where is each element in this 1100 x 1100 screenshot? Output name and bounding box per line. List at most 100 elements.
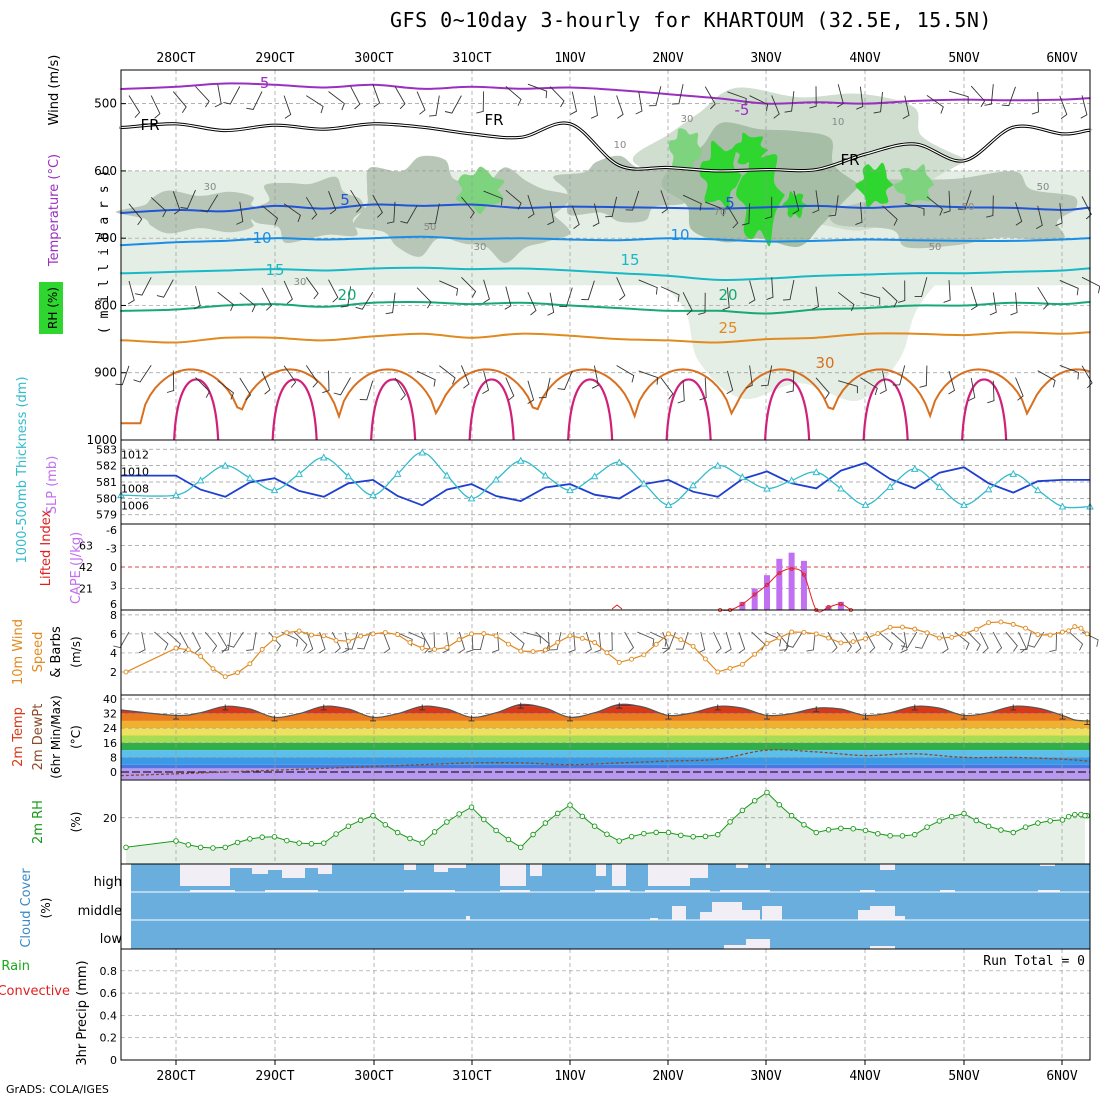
precip-tick-0.6: 0.6 — [100, 987, 118, 1000]
rh2m-marker-67 — [985, 823, 992, 829]
wind-barb-7 — [217, 631, 228, 653]
wind-barb-36 — [926, 196, 944, 216]
thickness-marker-18 — [590, 472, 599, 480]
wind-barb-54 — [806, 631, 816, 652]
pressure-tick-700: 700 — [94, 231, 117, 245]
wind-speed-marker-11 — [296, 628, 302, 634]
thickness-marker-13 — [467, 494, 476, 502]
thickness-marker-1 — [172, 491, 180, 499]
wind-barb-6 — [261, 287, 272, 311]
temp-contour-20 — [119, 300, 1092, 315]
wind-speed-marker-39 — [641, 652, 647, 658]
thickness-marker-33 — [960, 500, 968, 508]
wind-speed-marker-42 — [678, 637, 684, 643]
rh2m-marker-18 — [382, 822, 389, 828]
contour-label--5: -5 — [255, 74, 270, 92]
wind-barb-12 — [394, 377, 406, 401]
wind-speed-marker-5 — [222, 674, 228, 680]
temp-minmax-18 — [1059, 713, 1066, 720]
wind-barb-6 — [261, 205, 279, 225]
cloud-high-base-9 — [1038, 890, 1060, 892]
rh2m-marker-37 — [616, 838, 623, 844]
cloud-high-bar-12 — [596, 864, 606, 876]
wind-barb-12 — [394, 86, 406, 110]
temp-minmax-15 — [911, 704, 918, 711]
li-tick--6: -6 — [106, 524, 117, 537]
wind-barb-11 — [372, 194, 383, 218]
wind-barb-17 — [505, 377, 515, 401]
rh2m-marker-51 — [788, 812, 795, 819]
wind-barb-20 — [570, 91, 578, 115]
rh-gray-blob-2 — [249, 176, 366, 244]
rh2m-marker-60 — [899, 833, 906, 839]
wind-barb-5 — [192, 631, 202, 654]
wind-barb-15 — [461, 276, 477, 298]
thickness-marker-10 — [393, 469, 402, 477]
pressure-tick-600: 600 — [94, 164, 117, 178]
wind-barb-43 — [1081, 365, 1093, 389]
rh2m-marker-48 — [751, 798, 758, 804]
wind-barb-27 — [722, 287, 730, 311]
wind-speed-marker-25 — [469, 631, 474, 637]
wind-barb-36 — [914, 277, 928, 298]
rh-contour-label-30: 30 — [294, 277, 307, 288]
rh2m-marker-71 — [1035, 820, 1041, 826]
wind-barb-41 — [1037, 370, 1056, 388]
wind-barb-7 — [283, 365, 297, 388]
thickness-marker-7 — [319, 453, 328, 461]
thickness-marker-12 — [443, 471, 451, 479]
date-label-bottom-5NOV: 5NOV — [948, 1069, 979, 1084]
cloud-high-base-3 — [500, 890, 530, 892]
temp-minmax-0 — [173, 713, 179, 720]
rh2m-marker-74 — [1065, 813, 1072, 820]
temp-tick-40: 40 — [103, 693, 117, 706]
wind-barb-18 — [527, 194, 535, 219]
rh-axis-label: RH (%) — [46, 287, 60, 329]
wind-barb-72 — [1027, 631, 1045, 648]
wind-barb-74 — [1068, 631, 1084, 651]
cloud-background — [131, 864, 1090, 949]
wind-barb-40 — [1001, 86, 1016, 107]
rh2m-marker-29 — [518, 844, 524, 851]
wind-barb-2 — [172, 191, 181, 215]
temp-contour--5 — [119, 82, 1092, 105]
cloud-high-base-8 — [940, 890, 955, 892]
wind-barb-52 — [779, 631, 791, 651]
rh-contour-label-50: 50 — [424, 222, 437, 233]
rh2m-marker-20 — [407, 835, 413, 842]
wind-barb-26 — [698, 292, 706, 315]
rh2m-marker-68 — [998, 827, 1004, 833]
rh2m-marker-22 — [431, 829, 438, 835]
wind-barb-43 — [1081, 196, 1092, 220]
rh-green-7 — [893, 164, 935, 206]
wind-speed-marker-27 — [493, 633, 499, 639]
cape-axis-label: CAPE (J/kg) — [69, 532, 84, 604]
wind-axis-label: Wind (m/s) — [47, 55, 62, 126]
precip-frame — [120, 948, 1091, 1061]
temp-contour-35-5 — [665, 378, 712, 441]
wind-speed-marker-12 — [308, 632, 314, 638]
wind-speed-marker-29 — [518, 648, 524, 654]
rh2m-marker-39 — [641, 830, 647, 837]
wind-barb-19 — [549, 86, 565, 108]
wind-barb-40 — [1015, 202, 1023, 226]
wind-barb-37 — [948, 370, 956, 395]
wind-barb-19 — [538, 377, 551, 399]
li-tick--3: -3 — [106, 543, 117, 556]
wind-barb-23 — [638, 370, 659, 385]
rh2m-marker-72 — [1047, 818, 1053, 824]
wind-speed-marker-24 — [456, 637, 462, 643]
rh2m-marker-52 — [801, 822, 807, 828]
wind-barb-10 — [350, 86, 361, 110]
thickness-marker-9 — [369, 491, 377, 499]
wind-barb-36 — [919, 365, 928, 388]
wind-barb-39 — [989, 292, 997, 316]
wind-barb-5 — [223, 86, 241, 105]
cape-bar-3 — [764, 575, 770, 610]
temp-band-1 — [121, 764, 1090, 769]
wind-speed-marker-66 — [973, 626, 979, 632]
wind-barb-30 — [784, 91, 795, 113]
wind-barb-41 — [649, 631, 667, 647]
precip-label-convective: Convective — [0, 984, 70, 999]
thickness-marker-32 — [935, 482, 944, 490]
